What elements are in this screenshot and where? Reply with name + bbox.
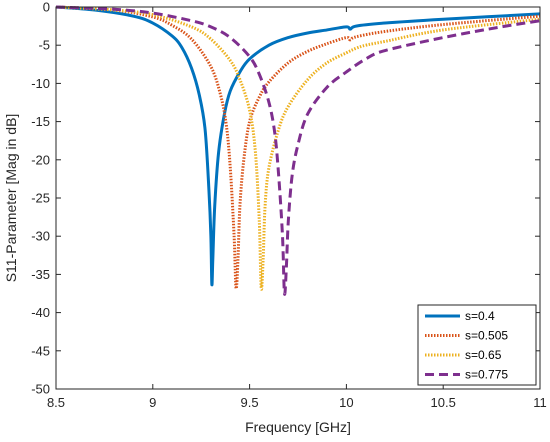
series-line-1 (55, 5, 541, 291)
y-tick-label: -30 (31, 229, 50, 244)
y-tick-label: -35 (31, 267, 50, 282)
y-tick-label: -20 (31, 152, 50, 167)
y-tick-label: -45 (31, 343, 50, 358)
y-tick-label: -15 (31, 114, 50, 129)
x-tick-label: 10 (339, 395, 353, 410)
y-tick-label: -50 (31, 382, 50, 397)
x-tick-label: 9 (149, 395, 156, 410)
x-tick-label: 11 (533, 395, 547, 410)
series-line-2 (55, 5, 541, 291)
x-axis-title: Frequency [GHz] (245, 419, 351, 435)
legend-label: s=0.65 (465, 348, 502, 362)
y-axis-title: S11-Parameter [Mag in dB] (3, 114, 19, 283)
y-tick-label: -25 (31, 191, 50, 206)
series-line-3 (55, 5, 541, 296)
x-tick-label: 8.5 (47, 395, 65, 410)
legend: s=0.4 s=0.505 s=0.65 s=0.775 (417, 304, 537, 386)
y-tick-label: -10 (31, 76, 50, 91)
curves-layer (55, 5, 541, 296)
y-tick-label: 0 (43, 0, 50, 15)
legend-label: s=0.4 (465, 309, 495, 323)
ticks-layer: 8.5 9 9.5 10 10.5 11 0 -5 -10 -15 -20 -25 -30 -35 -40 -… (31, 0, 547, 410)
series-line-0 (55, 5, 541, 287)
x-tick-label: 9.5 (241, 395, 259, 410)
legend-label: s=0.505 (465, 329, 508, 343)
y-tick-label: -40 (31, 305, 50, 320)
y-tick-label: -5 (38, 38, 50, 53)
legend-label: s=0.775 (465, 368, 508, 382)
x-tick-label: 10.5 (431, 395, 456, 410)
legend-box (417, 304, 537, 386)
